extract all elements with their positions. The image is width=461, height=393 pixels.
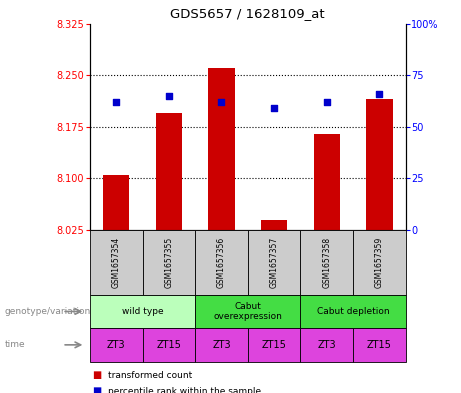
Text: Cabut
overexpression: Cabut overexpression <box>213 302 282 321</box>
Bar <box>353 328 406 362</box>
Bar <box>90 328 142 362</box>
Bar <box>248 328 301 362</box>
Bar <box>261 220 287 230</box>
Bar <box>156 113 182 230</box>
Text: GSM1657358: GSM1657358 <box>322 237 331 288</box>
Text: Cabut depletion: Cabut depletion <box>317 307 390 316</box>
Text: transformed count: transformed count <box>108 371 193 380</box>
Text: GSM1657355: GSM1657355 <box>164 237 173 288</box>
Bar <box>301 295 406 328</box>
Bar <box>195 295 301 328</box>
Text: ZT15: ZT15 <box>367 340 392 350</box>
Bar <box>301 230 353 295</box>
Bar <box>248 230 301 295</box>
Point <box>218 99 225 105</box>
Text: genotype/variation: genotype/variation <box>5 307 91 316</box>
Bar <box>301 328 353 362</box>
Point <box>323 99 331 105</box>
Text: ZT15: ZT15 <box>262 340 287 350</box>
Text: GSM1657359: GSM1657359 <box>375 237 384 288</box>
Text: ZT3: ZT3 <box>107 340 125 350</box>
Bar <box>142 328 195 362</box>
Bar <box>195 230 248 295</box>
Text: ZT3: ZT3 <box>318 340 336 350</box>
Bar <box>90 295 195 328</box>
Text: GSM1657354: GSM1657354 <box>112 237 121 288</box>
Title: GDS5657 / 1628109_at: GDS5657 / 1628109_at <box>171 7 325 20</box>
Bar <box>313 134 340 230</box>
Text: ■: ■ <box>92 370 101 380</box>
Text: ■: ■ <box>92 386 101 393</box>
Bar <box>366 99 392 230</box>
Text: ZT3: ZT3 <box>212 340 231 350</box>
Text: percentile rank within the sample: percentile rank within the sample <box>108 387 261 393</box>
Bar <box>195 328 248 362</box>
Bar <box>90 230 142 295</box>
Point <box>112 99 120 105</box>
Text: GSM1657356: GSM1657356 <box>217 237 226 288</box>
Text: GSM1657357: GSM1657357 <box>270 237 278 288</box>
Bar <box>353 230 406 295</box>
Point <box>271 105 278 111</box>
Bar <box>208 68 235 230</box>
Text: wild type: wild type <box>122 307 163 316</box>
Bar <box>142 230 195 295</box>
Bar <box>103 175 130 230</box>
Point <box>165 93 172 99</box>
Point <box>376 91 383 97</box>
Text: time: time <box>5 340 25 349</box>
Text: ZT15: ZT15 <box>156 340 181 350</box>
